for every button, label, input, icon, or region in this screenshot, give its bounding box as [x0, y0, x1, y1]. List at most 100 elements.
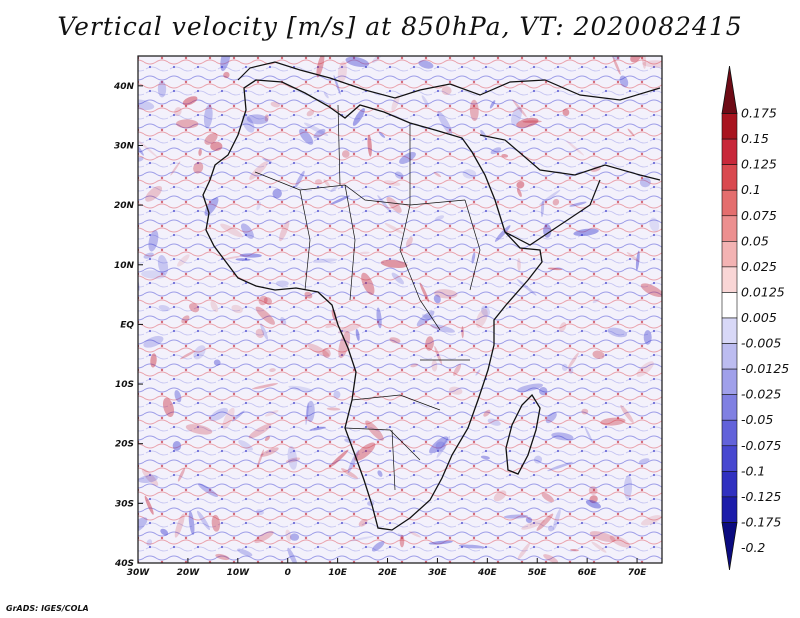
field-blob	[559, 322, 567, 333]
colorbar-swatch	[721, 394, 738, 421]
field-blob	[209, 407, 229, 422]
field-blob	[285, 529, 292, 542]
field-blob	[376, 307, 382, 329]
field-blob	[540, 200, 545, 217]
colorbar-swatch	[721, 138, 738, 165]
field-blob	[257, 449, 264, 468]
field-blob	[620, 405, 634, 423]
field-blob	[177, 254, 190, 267]
field-blob	[354, 442, 376, 461]
field-blob	[627, 128, 635, 137]
lon-tick-label: 60E	[578, 568, 598, 578]
field-blob	[256, 201, 262, 211]
field-blob	[287, 445, 298, 470]
field-blob	[511, 106, 522, 126]
field-blob	[429, 436, 449, 454]
field-blob	[249, 161, 268, 180]
field-blob	[235, 258, 251, 261]
field-blob	[349, 536, 374, 542]
lon-tick-label: 20W	[177, 568, 201, 578]
field-blob	[174, 390, 182, 403]
field-blob	[399, 534, 405, 548]
field-blob	[162, 397, 175, 418]
field-blob	[345, 56, 370, 68]
field-blob	[358, 518, 368, 527]
field-blob	[441, 86, 452, 96]
field-blob	[592, 298, 600, 304]
field-blob	[367, 134, 372, 157]
field-blob	[264, 114, 269, 122]
colorbar-label: -0.0125	[741, 361, 789, 376]
field-blob	[410, 363, 419, 368]
field-blob	[641, 56, 647, 69]
field-blob	[516, 278, 537, 296]
field-blob	[431, 360, 438, 372]
field-blob	[377, 470, 383, 477]
field-blob	[493, 490, 507, 502]
field-blob	[193, 345, 206, 360]
field-blob	[157, 255, 169, 275]
field-blob	[198, 148, 202, 156]
lon-tick-label: 10W	[227, 568, 251, 578]
field-blob	[323, 179, 331, 187]
field-blob	[448, 386, 463, 395]
field-blob	[237, 548, 253, 557]
field-blob	[552, 508, 561, 531]
colorbar-swatch	[721, 343, 738, 370]
country-borders	[254, 104, 481, 491]
field-blob	[210, 141, 223, 152]
lat-tick-label: EQ	[120, 320, 134, 330]
field-blob	[607, 327, 628, 338]
field-blob	[501, 153, 509, 158]
field-blob	[279, 220, 290, 242]
field-blob	[434, 289, 458, 299]
field-blob	[391, 95, 400, 112]
colorbar-label: -0.125	[741, 489, 781, 504]
field-blob	[643, 330, 652, 345]
field-blob	[231, 304, 243, 314]
field-blob	[355, 328, 360, 342]
colorbar-label: -0.005	[741, 336, 781, 351]
field-blob	[143, 252, 154, 259]
field-blob	[480, 305, 491, 317]
colorbar-label: 0.05	[741, 233, 769, 248]
field-blob	[222, 407, 235, 430]
field-blob	[483, 409, 491, 417]
field-blob	[487, 418, 501, 426]
field-blob	[359, 251, 370, 255]
field-blob	[211, 514, 221, 532]
axis-ticks: 30W 20W 10W 0 10E 20E 30E 40E 50E 60E 70E 40N 30N 20N…	[113, 82, 647, 578]
colorbar-swatch	[721, 241, 738, 268]
field-blob	[215, 553, 230, 561]
lat-tick-label: 10N	[114, 261, 135, 271]
field-blob	[158, 305, 170, 312]
field-blob	[365, 420, 384, 441]
field-blob	[642, 60, 662, 68]
field-blob	[347, 449, 360, 474]
colorbar-swatch	[721, 496, 738, 523]
colorbar-label: -0.175	[741, 514, 781, 529]
field-blob	[157, 80, 167, 98]
field-blob	[458, 544, 486, 549]
colorbar-label: -0.1	[741, 463, 765, 478]
field-shading	[138, 56, 662, 563]
field-blob	[384, 223, 404, 234]
field-blob	[197, 483, 219, 498]
field-blob	[160, 528, 169, 536]
field-blob	[551, 432, 574, 441]
field-blob	[480, 455, 490, 460]
field-blob	[394, 171, 404, 179]
field-blob	[306, 400, 315, 423]
field-blob	[494, 225, 511, 242]
colorbar-swatch	[721, 113, 738, 140]
field-blob	[584, 426, 593, 444]
lat-tick-label: 30N	[114, 141, 135, 151]
field-blob	[189, 303, 200, 313]
field-blob	[490, 147, 502, 155]
plot-frame	[137, 55, 663, 564]
field-blob	[516, 181, 525, 189]
field-blob	[258, 295, 268, 306]
madagascar-coastline	[505, 393, 541, 475]
africa-coastline	[202, 79, 543, 531]
field-blob	[361, 272, 375, 296]
